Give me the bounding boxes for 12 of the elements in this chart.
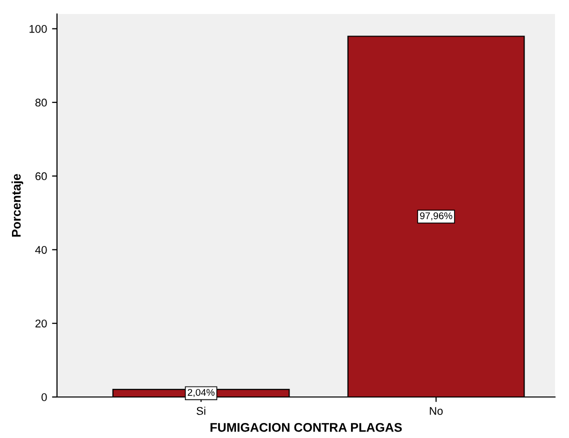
y-tick-label: 100 (30, 25, 47, 33)
data-label: 2,04% (188, 388, 215, 397)
x-axis-title: FUMIGACION CONTRA PLAGAS (210, 422, 402, 432)
data-label: 97,96% (420, 212, 452, 220)
y-tick-label: 20 (35, 320, 47, 328)
x-tick-label: Si (196, 406, 206, 415)
x-tick-label: No (430, 407, 443, 415)
y-axis-title: Porcentaje (12, 174, 24, 237)
y-tick-label: 60 (35, 172, 47, 180)
y-tick-label: 40 (35, 246, 47, 254)
y-tick-label: 0 (42, 393, 47, 402)
y-tick-label: 80 (35, 98, 47, 107)
